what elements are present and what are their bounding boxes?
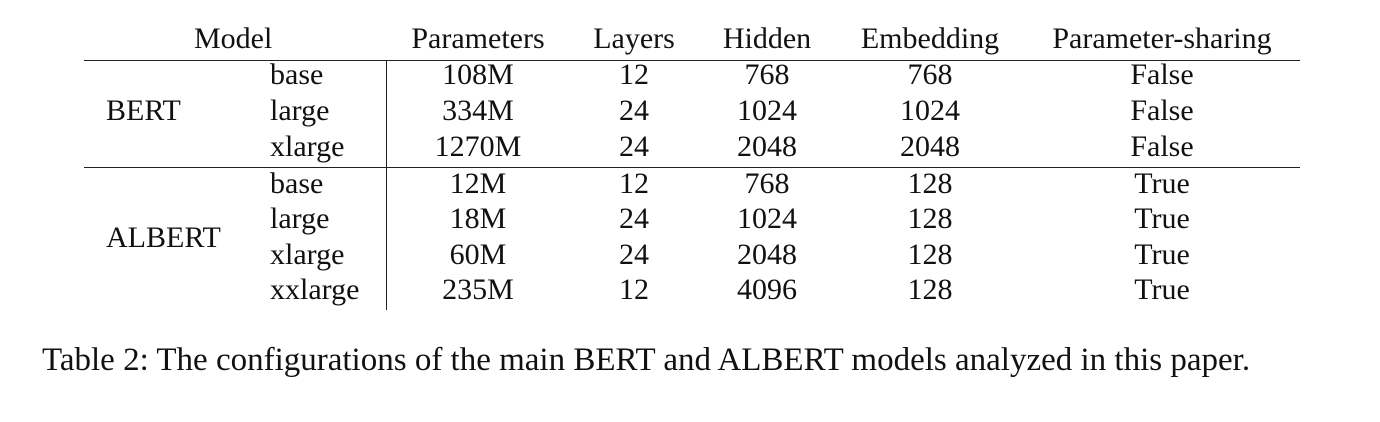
cell-parameter-sharing: True: [1134, 238, 1190, 271]
cell-parameters: 108M: [442, 58, 514, 91]
cell-embedding: 128: [907, 202, 953, 235]
model-bert: BERT: [106, 94, 181, 127]
cell-layers: 12: [619, 58, 649, 91]
header-model: Model: [194, 22, 273, 55]
header-layers: Layers: [593, 22, 675, 55]
header-hidden: Hidden: [722, 22, 812, 55]
variant-label: large: [270, 202, 330, 235]
cell-layers: 12: [619, 273, 649, 306]
cell-parameters: 18M: [449, 202, 507, 235]
variant-label: base: [270, 58, 324, 91]
cell-layers: 12: [619, 167, 649, 200]
model-albert: ALBERT: [106, 221, 221, 254]
vertical-rule: [386, 60, 387, 310]
cell-hidden: 768: [744, 58, 790, 91]
cell-hidden: 2048: [737, 130, 797, 163]
header-parameters: Parameters: [411, 22, 545, 55]
cell-parameter-sharing: True: [1134, 167, 1190, 200]
cell-parameters: 235M: [442, 273, 514, 306]
cell-embedding: 128: [907, 238, 953, 271]
variant-label: xlarge: [270, 130, 345, 163]
cell-parameter-sharing: True: [1134, 202, 1190, 235]
cell-embedding: 2048: [900, 130, 960, 163]
variant-label: xlarge: [270, 238, 345, 271]
variant-label: xxlarge: [270, 273, 360, 306]
cell-embedding: 128: [907, 273, 953, 306]
cell-parameters: 12M: [449, 167, 507, 200]
cell-hidden: 4096: [737, 273, 797, 306]
cell-parameters: 60M: [449, 238, 507, 271]
cell-parameter-sharing: False: [1130, 58, 1194, 91]
cell-parameters: 334M: [442, 94, 514, 127]
cell-parameters: 1270M: [434, 130, 522, 163]
cell-parameter-sharing: True: [1134, 273, 1190, 306]
cell-layers: 24: [619, 238, 649, 271]
cell-hidden: 1024: [737, 202, 797, 235]
variant-label: base: [270, 167, 324, 200]
cell-embedding: 1024: [900, 94, 960, 127]
cell-parameter-sharing: False: [1130, 94, 1194, 127]
cell-layers: 24: [619, 130, 649, 163]
cell-hidden: 1024: [737, 94, 797, 127]
cell-hidden: 2048: [737, 238, 797, 271]
cell-parameter-sharing: False: [1130, 130, 1194, 163]
table-caption: Table 2: The configurations of the main …: [42, 342, 1251, 378]
cell-embedding: 128: [907, 167, 953, 200]
header-rule: [84, 60, 1300, 61]
header-embedding: Embedding: [860, 22, 1000, 55]
cell-hidden: 768: [744, 167, 790, 200]
header-parameter-sharing: Parameter-sharing: [1052, 22, 1272, 55]
cell-embedding: 768: [907, 58, 953, 91]
variant-label: large: [270, 94, 330, 127]
cell-layers: 24: [619, 94, 649, 127]
cell-layers: 24: [619, 202, 649, 235]
group-separator-rule: [84, 167, 1300, 168]
